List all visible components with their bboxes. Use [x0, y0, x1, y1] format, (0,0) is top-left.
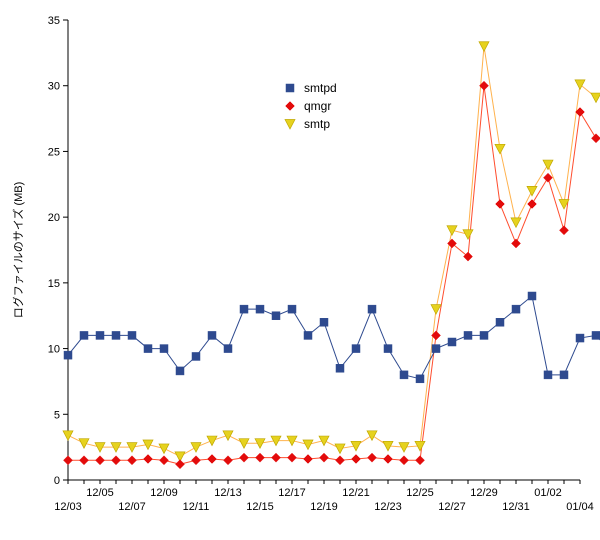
x-tick-label: 12/23: [374, 501, 402, 513]
x-tick-label: 12/19: [310, 501, 338, 513]
y-axis-label: ログファイルのサイズ (MB): [11, 182, 25, 319]
series-line-smtp: [68, 46, 596, 456]
y-tick-label: 20: [48, 212, 60, 224]
x-tick-label: 12/21: [342, 487, 370, 499]
legend-label-smtp: smtp: [304, 117, 330, 131]
chart-svg: 0 5 10 15 20 25 30 35 ログファイルのサイズ (MB) 12/03 12/05 1…: [0, 0, 600, 540]
x-tick-label: 12/15: [246, 501, 274, 513]
x-tick-label: 01/02: [534, 487, 562, 499]
x-tick-label: 12/13: [214, 487, 242, 499]
legend-label-qmgr: qmgr: [304, 99, 331, 113]
log-size-chart: 0 5 10 15 20 25 30 35 ログファイルのサイズ (MB) 12/03 12/05 1…: [0, 0, 600, 540]
y-tick-label: 0: [54, 475, 60, 487]
x-tick-label: 01/04: [566, 501, 594, 513]
x-tick-label: 12/09: [150, 487, 178, 499]
x-tick-label: 12/27: [438, 501, 466, 513]
series-line-qmgr: [68, 86, 596, 465]
x-tick-label: 12/05: [86, 487, 114, 499]
legend-label-smtpd: smtpd: [304, 81, 337, 95]
x-tick-label: 12/11: [183, 501, 210, 513]
x-tick-label: 12/07: [118, 501, 146, 513]
y-tick-label: 10: [48, 344, 60, 356]
y-tick-label: 30: [48, 81, 60, 93]
x-tick-label: 12/17: [278, 487, 306, 499]
y-tick-label: 5: [54, 409, 60, 421]
y-tick-label: 35: [48, 15, 60, 27]
x-tick-label: 12/31: [502, 501, 530, 513]
y-tick-label: 25: [48, 146, 60, 158]
x-tick-label: 12/25: [406, 487, 434, 499]
x-tick-label: 12/03: [54, 501, 82, 513]
legend: smtpd qmgr smtp: [285, 81, 337, 131]
y-tick-label: 15: [48, 278, 60, 290]
x-tick-label: 12/29: [470, 487, 498, 499]
